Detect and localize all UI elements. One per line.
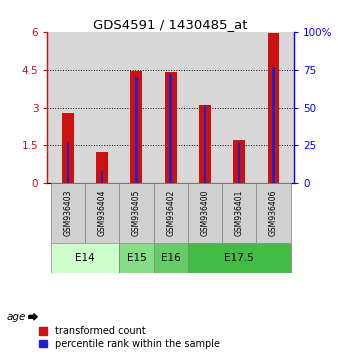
Text: GSM936406: GSM936406 [269, 190, 278, 236]
Bar [238, 142, 240, 183]
Text: GSM936402: GSM936402 [166, 190, 175, 236]
Text: GSM936405: GSM936405 [132, 190, 141, 236]
Bar [188, 183, 222, 243]
Bar [135, 77, 138, 183]
Text: E16: E16 [161, 253, 180, 263]
Bar [51, 243, 119, 273]
Bar [67, 142, 69, 183]
Bar [51, 183, 85, 243]
Bar [272, 67, 275, 183]
Bar [169, 74, 172, 183]
Text: GSM936400: GSM936400 [200, 190, 210, 236]
Bar [267, 33, 280, 183]
Legend: transformed count, percentile rank within the sample: transformed count, percentile rank withi… [39, 326, 220, 349]
Bar [233, 141, 245, 183]
Text: GSM936403: GSM936403 [64, 190, 72, 236]
Text: GSM936404: GSM936404 [98, 190, 107, 236]
Text: E15: E15 [126, 253, 146, 263]
Bar [204, 104, 206, 183]
Text: E17.5: E17.5 [224, 253, 254, 263]
Bar [188, 243, 291, 273]
Bar [130, 71, 142, 183]
Title: GDS4591 / 1430485_at: GDS4591 / 1430485_at [93, 18, 248, 31]
Text: GSM936401: GSM936401 [235, 190, 244, 236]
Bar [62, 113, 74, 183]
Bar [101, 171, 103, 183]
Bar [153, 183, 188, 243]
Bar [119, 183, 153, 243]
Bar [153, 243, 188, 273]
Bar [85, 183, 119, 243]
Text: E14: E14 [75, 253, 95, 263]
Bar [256, 183, 291, 243]
Bar [199, 105, 211, 183]
Bar [96, 152, 108, 183]
Bar [222, 183, 256, 243]
Bar [165, 72, 177, 183]
Text: age: age [7, 312, 26, 322]
Bar [119, 243, 153, 273]
